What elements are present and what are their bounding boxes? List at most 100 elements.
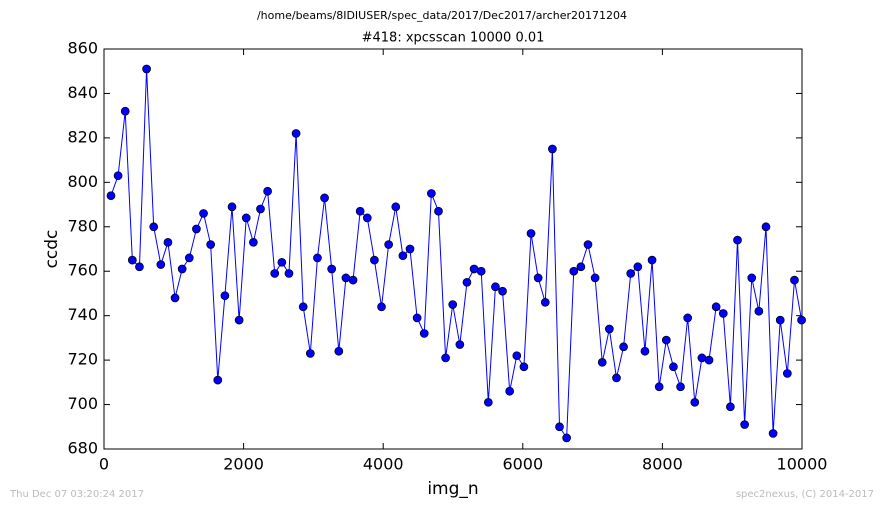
data-point [647,255,657,265]
data-point [305,349,315,358]
data-point [127,255,137,265]
data-point [640,346,650,356]
plot-frame [103,48,803,450]
data-point [505,386,515,396]
data-point [768,429,778,438]
x-tick-label: 2000 [223,455,264,474]
data-point [142,64,151,74]
data-point [441,353,450,363]
data-point [733,235,742,245]
data-point [412,313,422,323]
data-point [526,229,536,238]
data-point [291,129,301,138]
data-point [355,206,365,216]
data-point [370,255,379,265]
data-point [455,340,465,349]
data-point [740,420,749,429]
data-point [270,269,280,278]
data-point [206,240,216,249]
y-tick-label: 780 [67,216,98,235]
footer-left: Thu Dec 07 03:20:24 2017 [9,489,144,500]
y-tick-label: 700 [67,394,98,413]
y-tick-label: 800 [67,172,98,191]
data-point [548,144,557,154]
data-point [690,397,700,407]
data-point [313,253,322,263]
data-point [377,302,386,312]
data-point [697,353,707,363]
data-point [462,277,472,287]
data-line [110,68,803,440]
data-point [263,186,272,196]
data-point [747,273,757,283]
data-point [540,297,550,307]
y-tick-label: 760 [67,261,98,280]
data-point [654,382,664,392]
data-point [120,106,130,116]
data-point [626,269,636,278]
data-point [498,286,507,296]
x-tick-label: 10000 [777,455,828,474]
data-point [583,240,593,249]
data-point [113,171,123,181]
data-point [491,282,500,292]
y-tick-label: 680 [67,439,98,458]
data-point [163,237,173,247]
data-point [156,260,166,269]
data-point [362,213,372,223]
data-point [669,362,678,372]
data-point [192,224,201,234]
data-point [199,209,208,218]
data-point [405,244,415,254]
data-point [562,433,571,443]
data-point [711,302,721,312]
data-point [170,293,180,303]
data-point [661,335,671,345]
y-tick-label: 860 [67,39,98,58]
x-tick-label: 4000 [363,455,404,474]
data-point [106,191,116,201]
data-point [398,251,408,261]
data-point [597,357,607,367]
data-point [683,313,693,323]
x-axis-label: img_n [427,479,478,499]
data-point [327,264,337,274]
data-point [277,257,287,267]
data-point [775,315,785,325]
data-point [726,402,735,412]
x-tick-label: 6000 [502,455,543,474]
data-point [213,375,223,385]
data-point [391,202,401,212]
data-point [761,222,771,232]
x-tick-label: 8000 [642,455,683,474]
data-point [348,275,358,285]
data-point [590,273,600,283]
data-point [184,253,194,263]
data-point [676,382,685,392]
data-point [476,266,486,276]
data-point [633,262,643,272]
data-point [177,264,187,274]
data-point [754,306,764,316]
data-point [234,315,244,325]
data-point [241,213,251,223]
data-point [384,240,393,249]
y-tick-label: 720 [67,350,98,369]
data-point [469,264,479,274]
data-point [135,262,144,272]
chart-title: /home/beams/8IDIUSER/spec_data/2017/Dec2… [257,9,627,22]
data-point [249,237,258,247]
data-point [320,193,329,203]
y-tick-label: 820 [67,127,98,146]
data-point [605,324,614,334]
data-point [704,355,714,365]
data-point [341,273,351,283]
data-point [576,262,586,272]
chart-subtitle: #418: xpcsscan 10000 0.01 [362,31,545,46]
data-point [533,273,543,283]
data-point [149,222,159,232]
data-point [419,329,429,338]
data-point [334,346,344,356]
data-point [797,315,806,325]
footer-right: spec2nexus, (C) 2014-2017 [736,489,874,500]
